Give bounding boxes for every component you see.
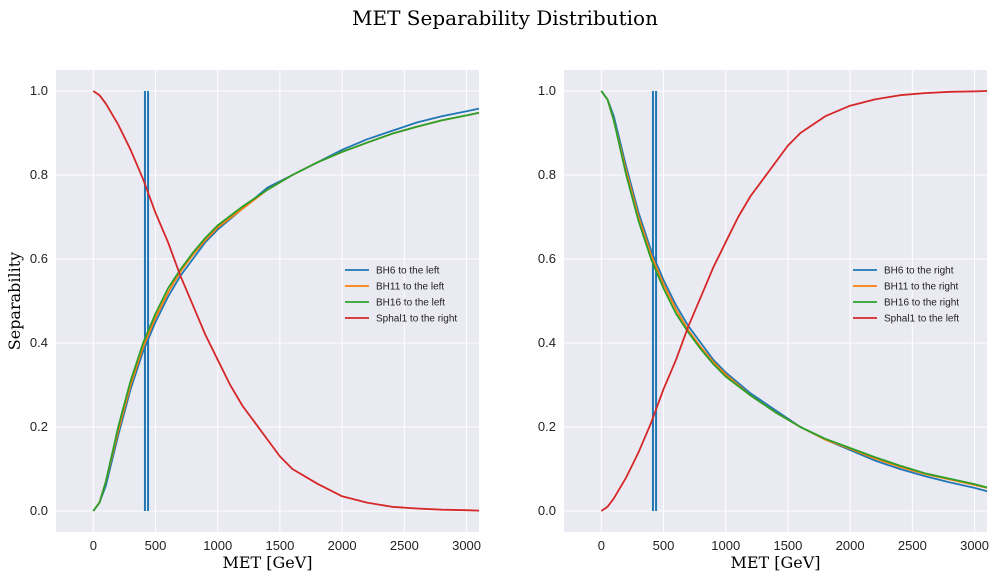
cut-lines	[143, 91, 150, 511]
y-tick-label: 0.8	[30, 167, 48, 182]
figure-title: MET Separability Distribution	[352, 6, 658, 30]
series-lines	[92, 90, 480, 512]
y-tick-label: 0.4	[30, 335, 48, 350]
series-lines	[600, 90, 988, 512]
y-tick-label: 0.4	[538, 335, 556, 350]
legend: BH6 to the right BH11 to the right BH16 to…	[853, 266, 959, 325]
right-panel: 0 500 1000 1500 2000 2500 3000 0.0 0.2 0.4 0.6 0.8…	[538, 70, 989, 572]
x-tick-label: 500	[145, 538, 167, 553]
grid	[56, 70, 479, 532]
x-axis-label: MET [GeV]	[730, 553, 820, 572]
x-tick-label: 3000	[452, 538, 481, 553]
cut-lines	[651, 91, 658, 511]
left-panel: 0 500 1000 1500 2000 2500 3000 0.0 0.2 0.4 0.6 0.8…	[5, 70, 481, 572]
legend-label: BH11 to the right	[884, 282, 959, 293]
y-tick-label: 0.2	[538, 419, 556, 434]
series-line	[600, 90, 988, 489]
legend-label: BH16 to the right	[884, 298, 959, 309]
plot-area	[56, 70, 479, 532]
y-tick-label: 0.6	[30, 251, 48, 266]
x-tick-label: 0	[598, 538, 605, 553]
x-tick-labels: 0 500 1000 1500 2000 2500 3000	[90, 538, 481, 553]
x-tick-label: 2500	[898, 538, 927, 553]
legend-label: Sphal1 to the left	[884, 314, 959, 325]
y-tick-labels: 0.0 0.2 0.4 0.6 0.8 1.0	[538, 83, 556, 518]
y-tick-label: 0.0	[538, 503, 556, 518]
plot-area	[564, 70, 987, 532]
x-tick-label: 2000	[328, 538, 357, 553]
x-tick-label: 500	[653, 538, 675, 553]
legend: BH6 to the left BH11 to the left BH16 to t…	[345, 266, 457, 325]
legend-label: Sphal1 to the right	[376, 314, 457, 325]
series-line	[600, 90, 988, 493]
legend-label: BH6 to the right	[884, 266, 954, 277]
x-tick-label: 2500	[390, 538, 419, 553]
x-tick-label: 1000	[711, 538, 740, 553]
x-tick-labels: 0 500 1000 1500 2000 2500 3000	[598, 538, 989, 553]
series-line	[92, 107, 480, 512]
x-tick-label: 2000	[836, 538, 865, 553]
y-axis-label: Separability	[5, 252, 24, 350]
y-tick-label: 0.6	[538, 251, 556, 266]
x-axis-label: MET [GeV]	[222, 553, 312, 572]
y-tick-label: 1.0	[30, 83, 48, 98]
x-tick-label: 3000	[960, 538, 989, 553]
y-tick-label: 0.2	[30, 419, 48, 434]
legend-label: BH16 to the left	[376, 298, 445, 309]
series-line	[92, 111, 480, 512]
y-tick-label: 0.8	[538, 167, 556, 182]
legend-label: BH11 to the left	[376, 282, 444, 293]
series-line	[92, 90, 480, 512]
x-tick-label: 0	[90, 538, 97, 553]
y-tick-labels: 0.0 0.2 0.4 0.6 0.8 1.0	[30, 83, 48, 518]
series-line	[600, 90, 988, 512]
y-tick-label: 0.0	[30, 503, 48, 518]
x-tick-label: 1500	[265, 538, 294, 553]
legend-label: BH6 to the left	[376, 266, 440, 277]
series-line	[600, 90, 988, 489]
x-tick-label: 1000	[203, 538, 232, 553]
x-tick-label: 1500	[773, 538, 802, 553]
y-tick-label: 1.0	[538, 83, 556, 98]
